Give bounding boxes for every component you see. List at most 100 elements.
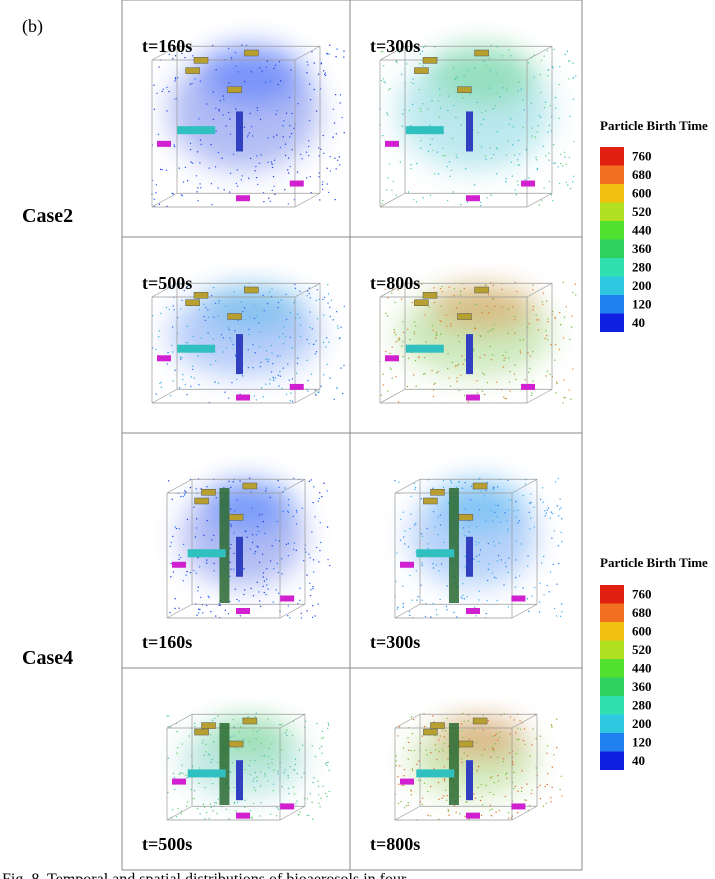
particle <box>254 716 257 718</box>
particle <box>299 587 301 589</box>
particle <box>537 329 540 331</box>
particle <box>276 520 278 523</box>
particle <box>554 162 556 164</box>
particle <box>279 370 281 373</box>
particle <box>313 62 315 64</box>
diffuser <box>474 286 489 294</box>
particle <box>477 786 479 789</box>
particle <box>507 308 510 310</box>
particle <box>260 154 262 156</box>
particle <box>325 74 327 77</box>
particle <box>489 146 491 149</box>
particle <box>330 299 333 302</box>
particle <box>259 600 261 602</box>
particle <box>489 791 491 794</box>
particle <box>420 533 423 535</box>
particle <box>317 500 319 502</box>
particle <box>329 564 331 567</box>
particle <box>544 515 546 517</box>
particle <box>551 766 554 768</box>
particle <box>291 734 294 737</box>
particle <box>197 355 199 357</box>
particle <box>252 780 254 782</box>
time-label: t=300s <box>370 36 420 56</box>
particle <box>333 122 336 124</box>
particle <box>463 720 465 723</box>
particle <box>306 338 308 341</box>
particle <box>441 748 443 750</box>
particle <box>228 397 230 399</box>
particle <box>484 155 487 157</box>
particle <box>572 98 575 100</box>
particle <box>301 744 304 746</box>
particle <box>446 199 449 202</box>
colorbar-tick: 600 <box>632 623 652 638</box>
particle <box>559 508 561 510</box>
particle <box>230 525 232 527</box>
particle <box>514 332 516 335</box>
room-edge <box>394 713 421 729</box>
particle <box>453 294 455 297</box>
particle <box>246 136 249 138</box>
particle <box>169 611 171 614</box>
particle <box>560 775 562 777</box>
diffuser <box>414 67 429 74</box>
particle <box>483 60 486 63</box>
particle <box>514 364 516 366</box>
particle <box>267 137 269 139</box>
particle <box>174 526 176 528</box>
particle <box>208 167 210 169</box>
particle <box>413 482 416 485</box>
vent <box>466 394 480 401</box>
particle <box>414 359 417 362</box>
particle <box>248 328 250 331</box>
particle <box>197 199 199 202</box>
particle <box>572 291 574 294</box>
particle <box>317 391 319 394</box>
particle <box>550 194 553 196</box>
particle <box>324 72 326 74</box>
particle <box>484 110 487 112</box>
particle <box>439 320 441 322</box>
particle <box>231 382 233 384</box>
particle <box>248 477 251 479</box>
particle <box>557 515 560 517</box>
particle <box>489 809 491 811</box>
particle <box>429 815 432 817</box>
particle <box>277 83 280 86</box>
particle <box>202 803 205 805</box>
particle <box>271 743 273 745</box>
particle <box>444 730 447 732</box>
particle <box>234 801 236 804</box>
particle <box>300 324 302 326</box>
particle <box>443 742 445 745</box>
particle <box>460 124 462 126</box>
particle <box>321 183 324 186</box>
particle <box>243 307 246 309</box>
particle <box>427 790 429 793</box>
particle <box>450 325 452 327</box>
particle <box>497 775 499 777</box>
particle <box>233 532 235 534</box>
particle <box>249 112 251 114</box>
particle <box>229 118 231 120</box>
colorbar-tick: 40 <box>632 315 645 330</box>
particle <box>405 63 408 65</box>
particle <box>438 116 441 118</box>
particle <box>206 486 208 488</box>
particle <box>229 508 232 510</box>
particle <box>193 798 195 800</box>
particle <box>229 133 232 135</box>
particle <box>287 157 290 159</box>
particle <box>309 557 311 559</box>
particle <box>194 78 196 80</box>
particle <box>490 359 493 361</box>
particle <box>537 124 539 127</box>
particle <box>253 748 256 751</box>
particle <box>487 331 489 333</box>
particle <box>290 392 292 394</box>
particle <box>159 168 162 171</box>
particle <box>251 135 254 137</box>
particle <box>274 64 277 67</box>
diffuser <box>228 514 244 521</box>
